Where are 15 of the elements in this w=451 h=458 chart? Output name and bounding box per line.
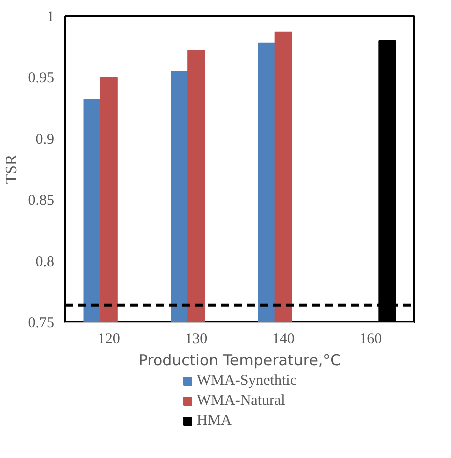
y-tick-label: 0.75 xyxy=(28,316,54,332)
x-tick-label: 120 xyxy=(98,332,120,348)
y-tick-label: 0.85 xyxy=(28,193,54,210)
y-tick-label: 1 xyxy=(47,10,54,26)
y-tick-label: 0.9 xyxy=(36,132,54,148)
x-axis-title: Production Temperature,°C xyxy=(138,352,342,370)
y-tick-label: 0.95 xyxy=(28,70,54,87)
y-tick-label: 0.8 xyxy=(36,254,54,270)
legend-label: WMA-Synethtic xyxy=(197,372,297,390)
x-tick-label: 130 xyxy=(185,332,208,348)
x-tick-label: 140 xyxy=(272,332,295,348)
legend-label: HMA xyxy=(197,412,232,430)
legend-label: WMA-Natural xyxy=(197,392,286,410)
y-axis-title: TSR xyxy=(3,154,20,184)
x-tick-label: 160 xyxy=(360,332,382,348)
